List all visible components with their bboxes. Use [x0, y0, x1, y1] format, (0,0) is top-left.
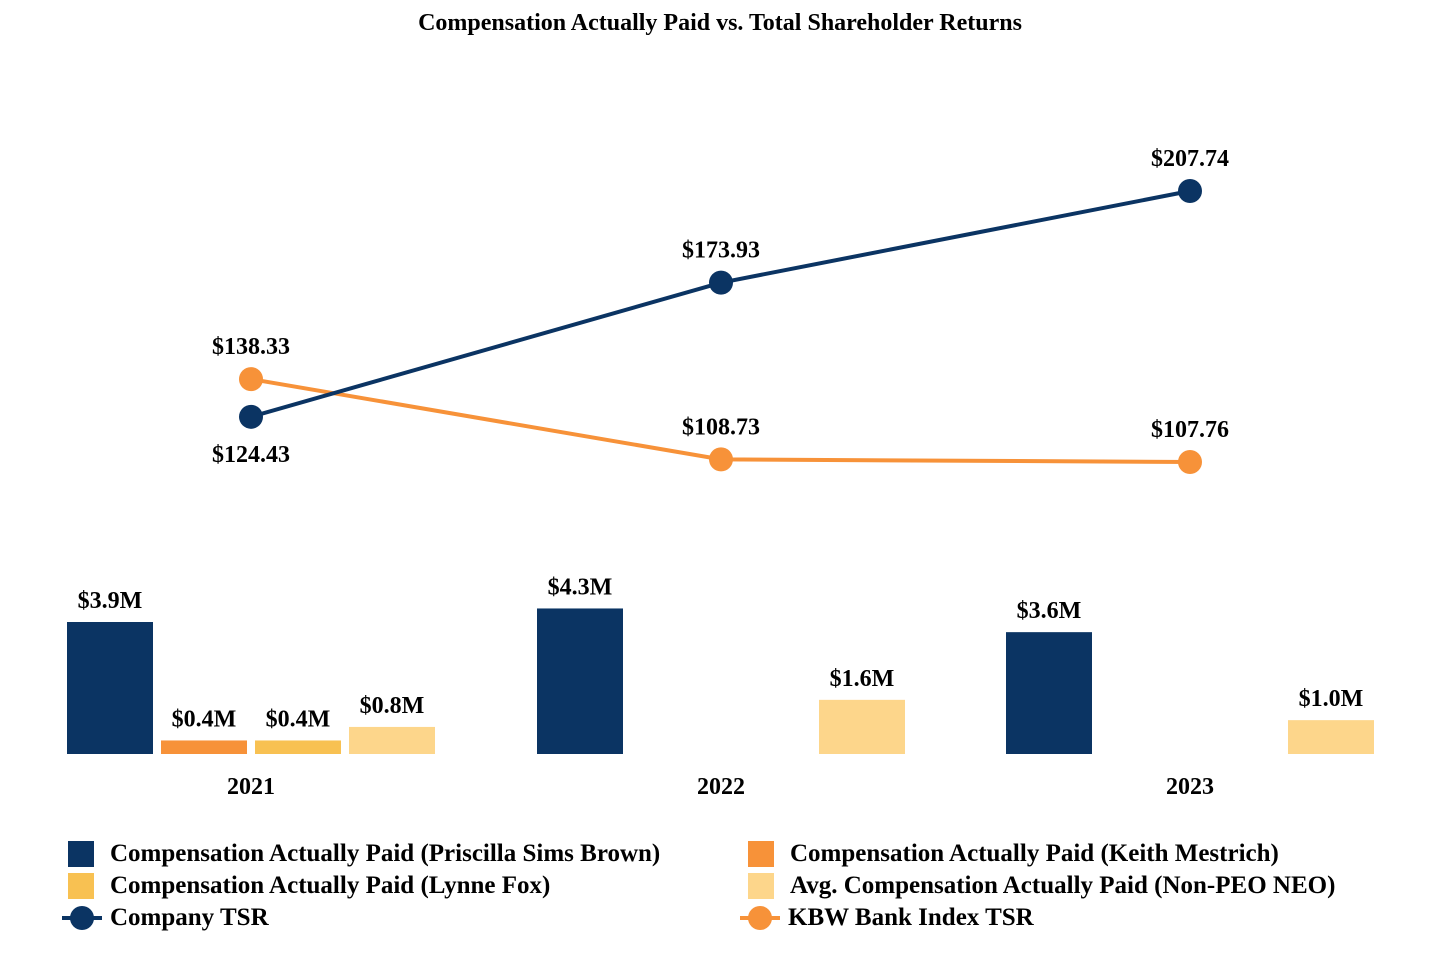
- legend-item-company-tsr: Company TSR: [62, 904, 269, 932]
- bar-label-2021-compensation-actually-paid-keith-mestrich: $0.4M: [172, 706, 237, 732]
- plot-area: $3.9M $0.4M $0.4M $0.8M 2021 $4.3M $1.6M 2022 $3…: [67, 146, 1374, 800]
- legend-item-keith: Compensation Actually Paid (Keith Mestri…: [748, 840, 1279, 868]
- bar-label-2021-compensation-actually-paid-lynne-fox: $0.4M: [266, 706, 331, 732]
- legend-item-priscilla: Compensation Actually Paid (Priscilla Si…: [68, 840, 660, 868]
- point-label-kbw-bank-index-tsr-2021: $138.33: [212, 334, 290, 360]
- legend-swatch-priscilla: [68, 841, 94, 867]
- bar-2022-avg-compensation-actually-paid-non-peo-neo: [819, 699, 905, 754]
- bar-label-2023-avg-compensation-actually-paid-non-peo-neo: $1.0M: [1299, 686, 1364, 712]
- legend-item-non-peo: Avg. Compensation Actually Paid (Non-PEO…: [748, 872, 1335, 900]
- point-label-company-tsr-2022: $173.93: [682, 238, 760, 264]
- line-company-tsr: [250, 189, 1191, 419]
- bar-label-2021-avg-compensation-actually-paid-non-peo-neo: $0.8M: [360, 693, 425, 719]
- x-tick-label-2021: 2021: [227, 774, 275, 800]
- legend-swatch-non-peo: [748, 873, 774, 899]
- legend-line-kbw-tsr-icon: [740, 905, 780, 931]
- point-label-company-tsr-2023: $207.74: [1151, 146, 1229, 172]
- legend-label-keith: Compensation Actually Paid (Keith Mestri…: [790, 840, 1279, 867]
- legend-label-lynne: Compensation Actually Paid (Lynne Fox): [110, 872, 551, 899]
- bar-label-2022-avg-compensation-actually-paid-non-peo-neo: $1.6M: [830, 666, 895, 692]
- bar-2021-compensation-actually-paid-priscilla-sims-brown: [67, 622, 153, 754]
- point-label-kbw-bank-index-tsr-2023: $107.76: [1151, 417, 1229, 443]
- legend-item-kbw-tsr: KBW Bank Index TSR: [740, 904, 1034, 932]
- bar-2023-avg-compensation-actually-paid-non-peo-neo: [1288, 720, 1374, 754]
- point-kbw-bank-index-tsr-2023: [1178, 450, 1202, 474]
- legend-line-company-tsr-icon: [62, 905, 102, 931]
- bar-2021-avg-compensation-actually-paid-non-peo-neo: [349, 726, 435, 754]
- legend-swatch-keith: [748, 841, 774, 867]
- point-label-kbw-bank-index-tsr-2022: $108.73: [682, 414, 760, 440]
- bar-2021-compensation-actually-paid-keith-mestrich: [161, 740, 247, 754]
- legend-item-lynne: Compensation Actually Paid (Lynne Fox): [68, 872, 550, 900]
- bar-2023-compensation-actually-paid-priscilla-sims-brown: [1006, 632, 1092, 754]
- legend-label-non-peo: Avg. Compensation Actually Paid (Non-PEO…: [790, 872, 1336, 899]
- point-label-company-tsr-2021: $124.43: [212, 442, 290, 468]
- point-company-tsr-2021: [239, 404, 263, 429]
- bar-label-2022-compensation-actually-paid-priscilla-sims-brown: $4.3M: [548, 574, 613, 600]
- x-tick-label-2023: 2023: [1166, 774, 1214, 800]
- legend-label-company-tsr: Company TSR: [110, 904, 269, 931]
- x-tick-label-2022: 2022: [697, 774, 745, 800]
- chart-title: Compensation Actually Paid vs. Total Sha…: [418, 10, 1022, 36]
- bar-label-2021-compensation-actually-paid-priscilla-sims-brown: $3.9M: [78, 588, 143, 614]
- point-kbw-bank-index-tsr-2022: [709, 447, 733, 472]
- legend-label-priscilla: Compensation Actually Paid (Priscilla Si…: [110, 840, 661, 867]
- bar-label-2023-compensation-actually-paid-priscilla-sims-brown: $3.6M: [1017, 598, 1082, 624]
- point-kbw-bank-index-tsr-2021: [239, 367, 263, 392]
- point-company-tsr-2023: [1178, 179, 1202, 203]
- bar-2022-compensation-actually-paid-priscilla-sims-brown: [537, 608, 623, 754]
- bar-2021-compensation-actually-paid-lynne-fox: [255, 740, 341, 754]
- point-company-tsr-2022: [709, 270, 733, 295]
- legend-label-kbw-tsr: KBW Bank Index TSR: [788, 904, 1034, 931]
- legend-swatch-lynne: [68, 873, 94, 899]
